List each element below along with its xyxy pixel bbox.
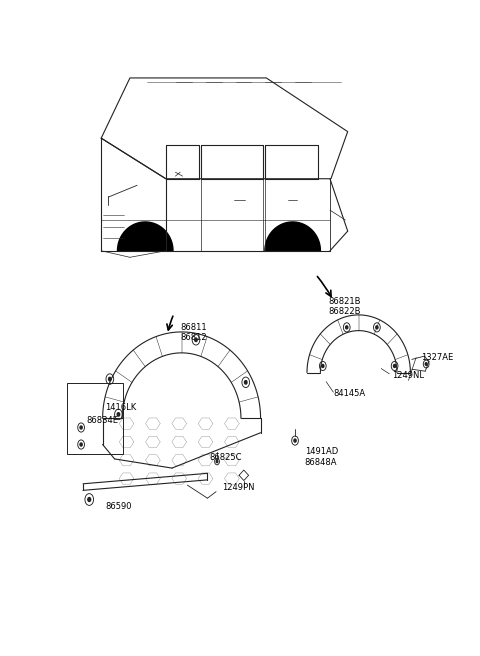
Text: 1249NL: 1249NL bbox=[392, 371, 424, 380]
Polygon shape bbox=[118, 222, 173, 251]
Text: 1249PN: 1249PN bbox=[222, 483, 254, 492]
Polygon shape bbox=[265, 222, 321, 251]
Circle shape bbox=[80, 426, 82, 429]
Text: 1327AE: 1327AE bbox=[421, 353, 453, 362]
Text: 86590: 86590 bbox=[105, 502, 132, 510]
Bar bbox=[67, 383, 123, 454]
Text: 86825C: 86825C bbox=[209, 453, 241, 462]
Circle shape bbox=[322, 365, 324, 367]
Circle shape bbox=[425, 363, 427, 365]
Circle shape bbox=[394, 365, 396, 367]
Text: 86821B
86822B: 86821B 86822B bbox=[328, 297, 361, 316]
Text: 84145A: 84145A bbox=[333, 389, 365, 398]
Circle shape bbox=[80, 443, 82, 446]
Circle shape bbox=[108, 377, 111, 380]
Circle shape bbox=[376, 326, 378, 329]
Text: 1416LK: 1416LK bbox=[105, 403, 136, 413]
Circle shape bbox=[294, 439, 296, 442]
Circle shape bbox=[244, 380, 247, 384]
Text: 1491AD
86848A: 1491AD 86848A bbox=[305, 447, 338, 466]
Text: 86811
86812: 86811 86812 bbox=[180, 323, 207, 342]
Circle shape bbox=[216, 461, 218, 462]
Circle shape bbox=[117, 413, 120, 416]
Circle shape bbox=[346, 326, 348, 329]
Text: 86834E: 86834E bbox=[86, 417, 118, 426]
Circle shape bbox=[195, 338, 197, 342]
Circle shape bbox=[88, 497, 91, 501]
